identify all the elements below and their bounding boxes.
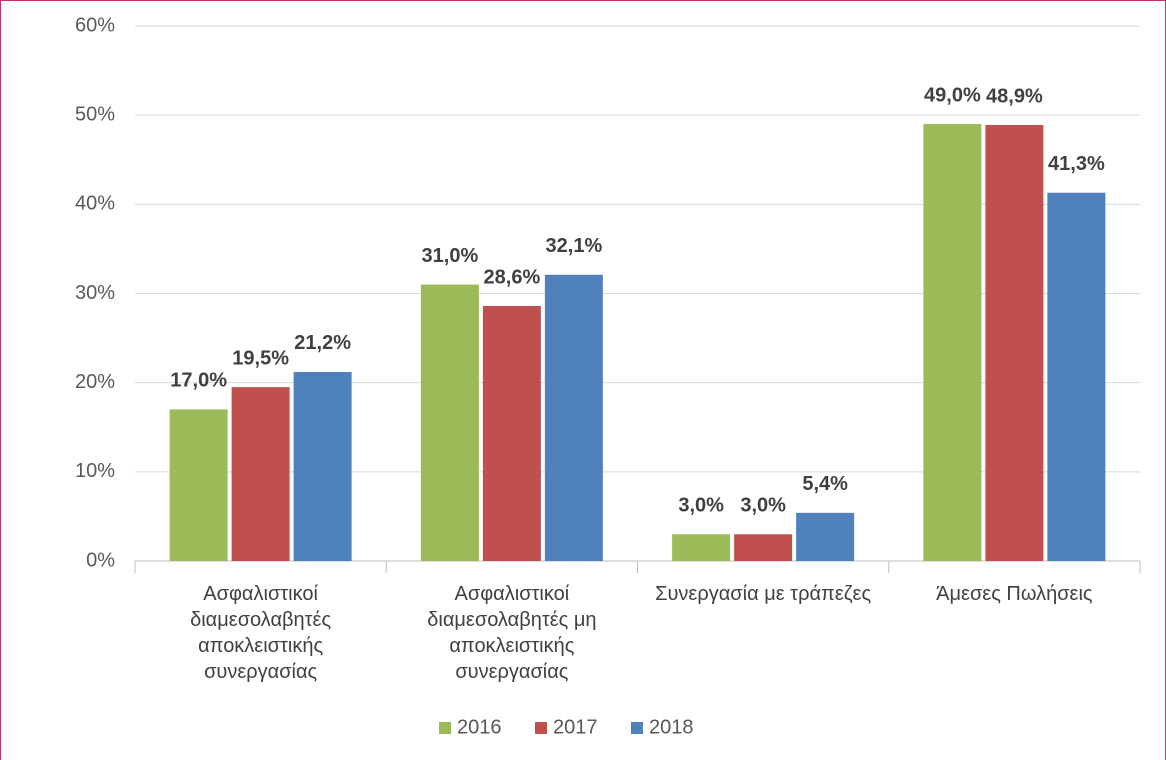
value-label: 3,0% xyxy=(740,495,786,517)
x-tick-label: Ασφαλιστικοί διαμεσολαβητές αποκλειστική… xyxy=(190,583,332,683)
legend-marker xyxy=(631,722,643,734)
legend-marker xyxy=(535,722,547,734)
legend-label: 2018 xyxy=(649,716,694,738)
bar xyxy=(482,305,541,561)
bar xyxy=(985,124,1044,561)
bar xyxy=(231,387,290,561)
bar xyxy=(923,124,982,561)
y-tick-label: 20% xyxy=(75,371,115,393)
value-label: 28,6% xyxy=(484,266,541,288)
y-tick-label: 60% xyxy=(75,14,115,36)
y-tick-label: 10% xyxy=(75,460,115,482)
bar xyxy=(734,534,793,561)
y-tick-label: 30% xyxy=(75,282,115,304)
bar xyxy=(796,512,855,561)
legend-label: 2016 xyxy=(457,716,502,738)
bar xyxy=(420,284,479,561)
value-label: 21,2% xyxy=(294,332,351,354)
value-label: 48,9% xyxy=(986,85,1043,107)
bar xyxy=(293,371,352,561)
value-label: 5,4% xyxy=(802,473,848,495)
bar xyxy=(672,534,731,561)
value-label: 17,0% xyxy=(170,370,227,392)
y-tick-label: 40% xyxy=(75,193,115,215)
value-label: 49,0% xyxy=(924,84,981,106)
x-tick-label: Άμεσες Πωλήσεις xyxy=(936,583,1093,605)
y-tick-label: 50% xyxy=(75,103,115,125)
bar xyxy=(169,409,228,561)
value-label: 3,0% xyxy=(678,495,724,517)
bar xyxy=(1047,192,1106,561)
value-label: 41,3% xyxy=(1048,153,1105,175)
value-label: 19,5% xyxy=(232,347,289,369)
y-tick-label: 0% xyxy=(86,549,115,571)
x-tick-label: Συνεργασία με τράπεζες xyxy=(655,583,872,605)
legend-marker xyxy=(439,722,451,734)
x-tick-label: Ασφαλιστικοί διαμεσολαβητές μη αποκλειστ… xyxy=(427,583,597,683)
bar xyxy=(544,274,603,561)
value-label: 31,0% xyxy=(422,245,479,267)
legend-label: 2017 xyxy=(553,716,598,738)
value-label: 32,1% xyxy=(546,235,603,257)
